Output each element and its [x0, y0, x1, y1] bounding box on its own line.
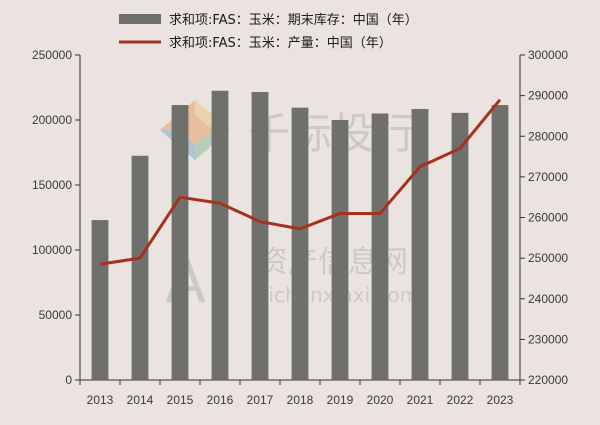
bar-2014	[131, 155, 149, 380]
left-tick-label: 200000	[32, 113, 72, 127]
legend: 求和项:FAS：玉米：期末库存：中国（年） 求和项:FAS：玉米：产量：中国（年…	[119, 12, 418, 51]
bar-2017	[251, 92, 269, 381]
x-tick-label: 2021	[407, 393, 434, 407]
x-tick-label: 2014	[127, 393, 154, 407]
left-tick-label: 150000	[32, 178, 72, 192]
legend-bar-swatch	[119, 14, 161, 24]
right-tick-label: 280000	[528, 129, 568, 143]
x-tick-label: 2016	[207, 393, 234, 407]
right-tick-label: 300000	[528, 48, 568, 62]
x-tick-label: 2019	[327, 393, 354, 407]
line-series	[99, 98, 502, 266]
left-tick-label: 250000	[32, 48, 72, 62]
right-tick-label: 250000	[528, 251, 568, 265]
left-tick-label: 100000	[32, 243, 72, 257]
bar-2021	[411, 108, 429, 380]
x-tick-label: 2023	[487, 393, 514, 407]
right-tick-label: 290000	[528, 89, 568, 103]
right-tick-label: 240000	[528, 292, 568, 306]
right-tick-label: 260000	[528, 211, 568, 225]
bar-series	[91, 90, 509, 381]
x-tick-label: 2015	[167, 393, 194, 407]
legend-bar-label: 求和项:FAS：玉米：期末库存：中国（年）	[169, 12, 418, 28]
right-tick-label: 220000	[528, 373, 568, 387]
bar-2018	[291, 107, 309, 381]
x-tick-label: 2022	[447, 393, 474, 407]
left-tick-label: 50000	[39, 308, 73, 322]
right-axis-ticks: 220000 230000 240000 250000 260000 270000 2800…	[520, 48, 568, 387]
legend-line-label: 求和项:FAS：玉米：产量：中国（年）	[169, 36, 392, 51]
x-axis-ticks: 2013 2014 2015 2016 2017 2018 2019 2020 2021 2022…	[79, 380, 521, 407]
x-tick-label: 2018	[287, 393, 314, 407]
x-tick-label: 2020	[367, 393, 394, 407]
bar-2023	[491, 105, 509, 381]
x-tick-label: 2017	[247, 393, 274, 407]
bar-2019	[331, 120, 349, 380]
right-tick-label: 270000	[528, 170, 568, 184]
bar-2013	[91, 220, 109, 380]
bar-2022	[451, 112, 469, 380]
right-tick-label: 230000	[528, 332, 568, 346]
x-tick-label: 2013	[87, 393, 114, 407]
left-tick-label: 0	[65, 373, 72, 387]
left-axis-ticks: 0 50000 100000 150000 200000 250000	[32, 48, 80, 387]
bar-2020	[371, 113, 389, 380]
bar-2016	[211, 90, 229, 380]
bar-2015	[171, 105, 189, 381]
